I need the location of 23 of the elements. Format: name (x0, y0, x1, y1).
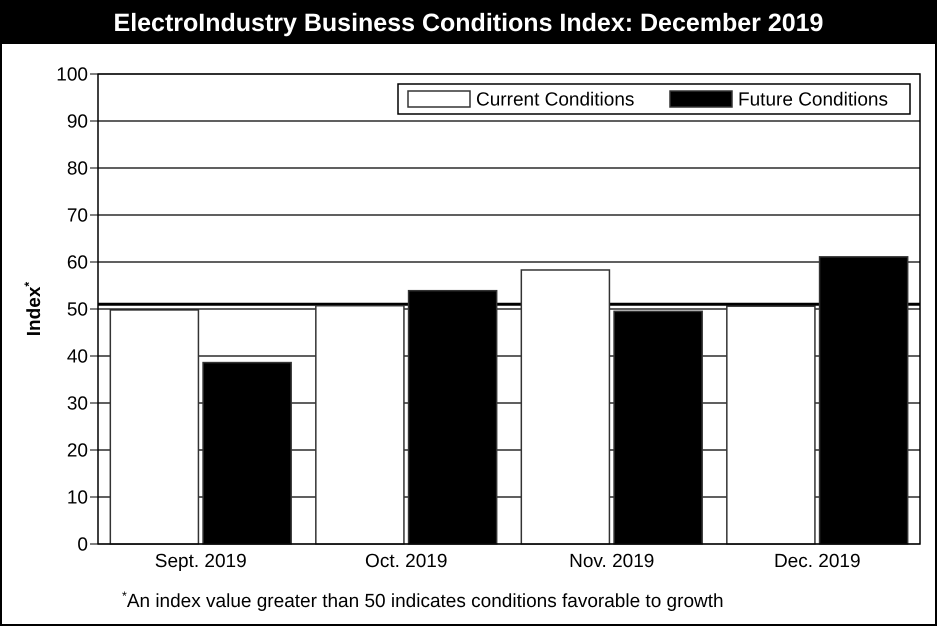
y-tick-label: 100 (56, 64, 88, 86)
y-tick-label: 70 (66, 206, 88, 227)
x-tick-label: Nov. 2019 (569, 551, 654, 572)
bar (110, 309, 200, 545)
legend-label: Current Conditions (476, 90, 634, 111)
bar (726, 305, 816, 545)
y-tick-label: 40 (66, 346, 88, 368)
x-tick-label: Oct. 2019 (365, 551, 448, 572)
y-tick-label: 10 (66, 488, 88, 509)
chart-title: ElectroIndustry Business Conditions Index: December 2019 (114, 9, 824, 37)
y-tick-label: 50 (66, 300, 88, 321)
y-tick-label: 80 (66, 158, 88, 180)
y-tick-label: 60 (66, 252, 88, 274)
y-tick-label: 20 (66, 440, 88, 462)
x-tick-label: Dec. 2019 (774, 551, 861, 572)
y-tick-label: 90 (66, 112, 88, 133)
bar (315, 304, 405, 545)
text: $^{*}$An index value greater than 50 indicates conditions favorable to growth (122, 589, 724, 612)
y-tick-label: 0 (77, 534, 88, 556)
y-tick-label: 30 (66, 394, 88, 415)
bar (520, 269, 610, 545)
legend-label: Future Conditions (738, 90, 888, 111)
x-tick-label: Sept. 2019 (154, 551, 247, 572)
